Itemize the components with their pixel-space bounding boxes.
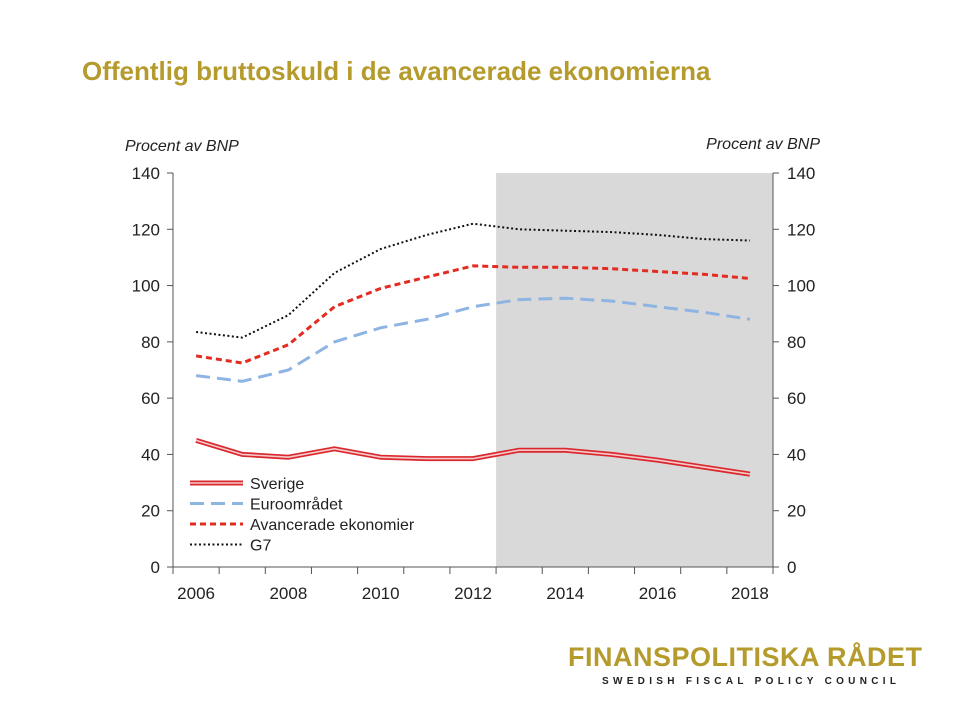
- forecast-shading-layer: [496, 173, 773, 567]
- y-tick-label-left: 20: [141, 502, 160, 521]
- y-tick-label-right: 80: [787, 333, 806, 352]
- y-tick-label-right: 120: [787, 220, 815, 239]
- y-tick-label-left: 40: [141, 445, 160, 464]
- y-tick-label-right: 20: [787, 502, 806, 521]
- logo-subtitle: SWEDISH FISCAL POLICY COUNCIL: [602, 676, 901, 687]
- y-tick-label-left: 80: [141, 333, 160, 352]
- x-tick-label: 2012: [454, 584, 492, 603]
- legend: Sverige Euroområdet Avancerade ekonomier G7: [190, 476, 415, 555]
- y-tick-label-right: 40: [787, 445, 806, 464]
- series-line-1: [195, 296, 751, 383]
- x-tick-label: 2006: [177, 584, 215, 603]
- axes-layer: 0 0 20 20 40 40 60 60 80 80 100 100 120 120 140 140 2006…: [132, 164, 816, 603]
- legend-label-2: Avancerade ekonomier: [250, 517, 415, 534]
- y-axis-label-left: Procent av BNP: [125, 138, 239, 155]
- y-tick-label-left: 140: [132, 164, 160, 183]
- y-tick-label-right: 0: [787, 558, 796, 577]
- y-axis-label-right: Procent av BNP: [706, 136, 820, 153]
- fiscal-council-logo: FINANSPOLITISKA RÅDET SWEDISH FISCAL POL…: [568, 642, 936, 687]
- y-tick-label-left: 120: [132, 220, 160, 239]
- slide-title: Offentlig bruttoskuld i de avancerade ek…: [82, 56, 711, 86]
- x-tick-label: 2016: [639, 584, 677, 603]
- legend-label-1: Euroområdet: [250, 496, 343, 514]
- legend-label-3: G7: [250, 538, 271, 555]
- y-tick-label-right: 60: [787, 389, 806, 408]
- series-layer: [195, 222, 751, 477]
- y-tick-label-left: 0: [151, 558, 160, 577]
- series-line-0-inner: [195, 439, 751, 475]
- debt-line-chart: 0 0 20 20 40 40 60 60 80 80 100 100 120 120 140 140 2006…: [125, 136, 820, 603]
- x-tick-label: 2014: [546, 584, 584, 603]
- y-tick-label-right: 100: [787, 277, 815, 296]
- x-tick-label: 2018: [731, 584, 769, 603]
- x-tick-label: 2008: [269, 584, 307, 603]
- logo-name: FINANSPOLITISKA RÅDET: [568, 642, 923, 672]
- legend-label-0: Sverige: [250, 476, 304, 493]
- forecast-shade: [496, 173, 773, 567]
- y-tick-label-right: 140: [787, 164, 815, 183]
- y-tick-label-left: 60: [141, 389, 160, 408]
- x-tick-label: 2010: [362, 584, 400, 603]
- y-tick-label-left: 100: [132, 277, 160, 296]
- series-line-2: [195, 264, 751, 365]
